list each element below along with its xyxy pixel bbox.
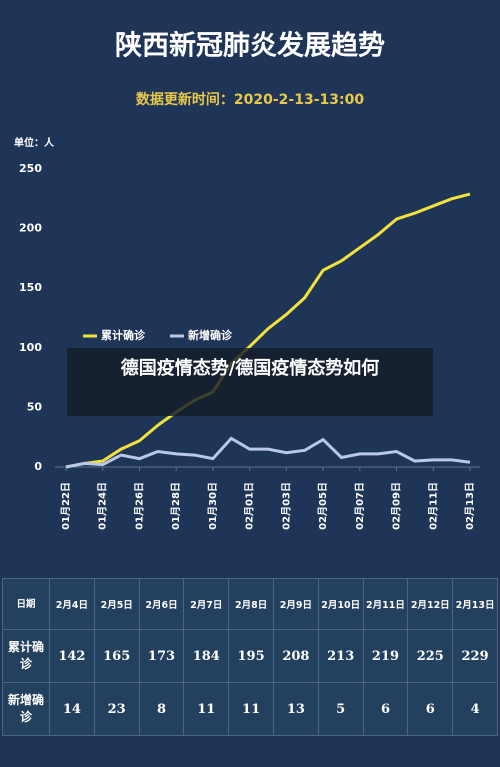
table-cell: 4 — [452, 682, 498, 736]
table-cell: 11 — [183, 682, 230, 736]
chart-title: 陕西新冠肺炎发展趋势 — [115, 30, 385, 62]
table-cell: 219 — [362, 629, 409, 683]
table-cell: 165 — [93, 629, 140, 683]
table-cell: 6 — [407, 682, 454, 736]
table-cell: 14 — [49, 682, 95, 736]
x-tick-label: 01月30日 — [207, 482, 219, 530]
table-header-cell: 日期 — [2, 578, 50, 630]
table-header-cell: 2月11日 — [362, 578, 409, 630]
table-header-cell: 2月7日 — [183, 578, 230, 630]
x-tick-label: 02月01日 — [244, 482, 256, 530]
table-header-cell: 2月12日 — [407, 578, 454, 630]
overlay-caption: 德国疫情态势/德国疫情态势如何 — [67, 348, 433, 416]
x-tick-label: 01月24日 — [97, 482, 109, 530]
table-cell: 13 — [272, 682, 319, 736]
table-row: 新增确诊 14 23 8 11 11 13 5 6 6 4 — [2, 682, 498, 736]
table-header-cell: 2月8日 — [228, 578, 274, 630]
table-cell: 累计确诊 — [2, 629, 50, 683]
table-row: 日期 2月4日 2月5日 2月6日 2月7日 2月8日 2月9日 2月10日 2月11日 2月12… — [2, 578, 498, 630]
table-cell: 11 — [228, 682, 274, 736]
table-cell: 142 — [49, 629, 95, 683]
x-tick-label: 02月07日 — [354, 482, 366, 530]
legend-label: 新增确诊 — [188, 328, 233, 342]
x-tick-label: 01月26日 — [133, 482, 145, 530]
table-cell: 208 — [272, 629, 319, 683]
legend-label: 累计确诊 — [101, 328, 146, 342]
x-tick-label: 02月09日 — [391, 482, 403, 530]
x-tick-label: 02月03日 — [280, 482, 292, 530]
table-cell: 新增确诊 — [2, 682, 50, 736]
chart: 陕西新冠肺炎发展趋势 数据更新时间：2020-2-13-13:00 单位：人 0… — [14, 30, 480, 530]
table-header-cell: 2月5日 — [93, 578, 140, 630]
table-header-cell: 2月10日 — [317, 578, 364, 630]
table-cell: 229 — [452, 629, 498, 683]
table-cell: 195 — [228, 629, 274, 683]
unit-label: 单位：人 — [14, 136, 55, 149]
table-header-cell: 2月13日 — [452, 578, 498, 630]
table-cell: 8 — [138, 682, 185, 736]
table-row: 累计确诊 142 165 173 184 195 208 213 219 225 229 — [2, 629, 498, 683]
table-header-cell: 2月4日 — [49, 578, 95, 630]
x-tick-label: 01月28日 — [170, 482, 182, 530]
table-cell: 213 — [317, 629, 364, 683]
table-cell: 23 — [93, 682, 140, 736]
data-table: 日期 2月4日 2月5日 2月6日 2月7日 2月8日 2月9日 2月10日 2月11日 2月12… — [2, 578, 498, 736]
y-tick-label: 100 — [19, 341, 42, 354]
y-tick-label: 250 — [19, 162, 42, 175]
x-tick-label: 02月05日 — [317, 482, 329, 530]
series-line — [65, 192, 471, 469]
y-tick-label: 0 — [34, 460, 42, 473]
x-tick-label: 02月13日 — [464, 482, 476, 530]
table-cell: 6 — [362, 682, 409, 736]
y-tick-label: 50 — [27, 400, 43, 413]
table-cell: 5 — [317, 682, 364, 736]
series-line — [65, 436, 471, 469]
table-cell: 173 — [138, 629, 185, 683]
x-tick-label: 02月11日 — [427, 482, 439, 530]
table-cell: 225 — [407, 629, 454, 683]
y-tick-label: 200 — [19, 222, 42, 235]
table-header-cell: 2月6日 — [138, 578, 185, 630]
table-cell: 184 — [183, 629, 230, 683]
chart-subtitle: 数据更新时间：2020-2-13-13:00 — [136, 91, 364, 108]
y-tick-label: 150 — [19, 281, 42, 294]
x-tick-label: 01月22日 — [60, 482, 72, 530]
table-header-cell: 2月9日 — [272, 578, 319, 630]
